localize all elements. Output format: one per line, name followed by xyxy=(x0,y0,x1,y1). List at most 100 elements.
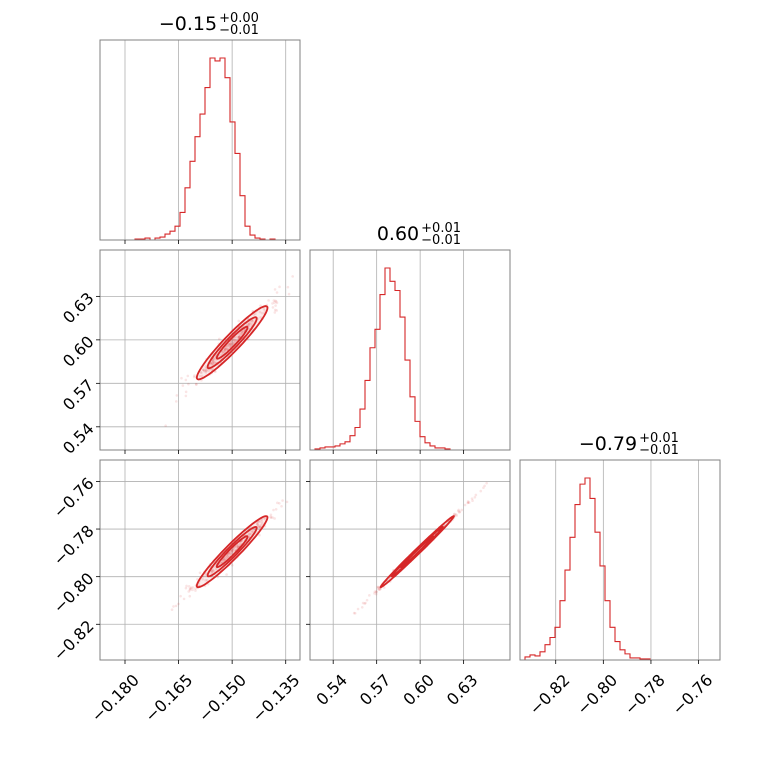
sample-point xyxy=(240,332,243,336)
sample-point xyxy=(247,322,251,326)
sample-point xyxy=(273,311,277,314)
x-tick-label: −0.135 xyxy=(248,670,303,725)
sample-point xyxy=(278,285,281,289)
sample-point xyxy=(194,589,197,592)
sample-point xyxy=(352,611,356,615)
density-contour xyxy=(215,535,249,568)
sample-point xyxy=(211,568,214,572)
sample-point xyxy=(373,592,376,595)
text-layer: −0.15 +0.00−0.010.60 +0.01−0.01−0.79 +0.01−… xyxy=(50,11,717,726)
y-tick-label: −0.76 xyxy=(50,474,98,522)
sample-point xyxy=(374,590,378,593)
sample-point xyxy=(249,532,253,536)
y-tick-label: 0.57 xyxy=(59,376,98,415)
sample-point xyxy=(195,383,198,386)
sample-point xyxy=(454,513,458,516)
x-tick-label: 0.54 xyxy=(312,670,351,709)
sample-point xyxy=(204,578,207,582)
sample-point xyxy=(188,588,192,592)
sample-point xyxy=(211,358,215,362)
sample-point xyxy=(227,344,231,347)
sample-point xyxy=(247,533,251,536)
sample-point xyxy=(196,577,199,581)
sample-point xyxy=(226,347,229,351)
sample-point xyxy=(204,365,208,368)
sample-point xyxy=(274,299,277,303)
sample-point xyxy=(237,319,241,323)
sample-point xyxy=(211,362,215,365)
sample-point xyxy=(222,559,226,562)
sample-point xyxy=(259,525,262,529)
sample-point xyxy=(209,361,213,365)
sample-point xyxy=(365,598,369,602)
density-contour xyxy=(206,316,258,370)
sample-point xyxy=(179,594,182,598)
grid-layer xyxy=(100,40,699,660)
sample-point xyxy=(188,594,192,598)
sample-point xyxy=(182,597,186,601)
sample-point xyxy=(230,549,234,553)
hist-panel-frame xyxy=(519,459,721,661)
sample-point xyxy=(222,557,226,561)
sample-point xyxy=(228,345,232,349)
sample-point xyxy=(217,337,221,341)
sample-point xyxy=(457,508,460,512)
sample-point xyxy=(287,292,291,296)
scatter-panel-frame xyxy=(309,459,511,661)
sample-point xyxy=(205,368,208,372)
sample-point xyxy=(251,320,255,323)
scatter-group xyxy=(352,481,488,615)
sample-point xyxy=(211,362,214,365)
sample-point xyxy=(457,511,461,514)
sample-point xyxy=(229,342,233,346)
sample-point xyxy=(204,573,207,576)
sample-point xyxy=(184,586,188,590)
sample-point xyxy=(252,313,256,316)
sample-point xyxy=(274,304,277,307)
title-median: 0.60 xyxy=(377,223,419,245)
sample-point xyxy=(204,370,208,374)
x-tick-label: −0.150 xyxy=(195,670,250,725)
sample-point xyxy=(223,349,226,352)
sample-point xyxy=(237,545,240,548)
sample-point xyxy=(376,585,380,589)
x-tick-label: 0.63 xyxy=(443,670,482,709)
sample-point xyxy=(247,535,251,539)
hist-panel-frame xyxy=(99,39,301,241)
sample-point xyxy=(256,524,260,527)
x-tick-label: −0.80 xyxy=(573,670,621,718)
sample-point xyxy=(226,344,230,348)
sample-point xyxy=(199,371,202,374)
sample-point xyxy=(222,557,226,561)
sample-point xyxy=(189,586,193,590)
sample-point xyxy=(258,310,262,314)
title-plus: +0.01 xyxy=(421,221,461,236)
sample-point xyxy=(191,588,194,592)
sample-point xyxy=(213,360,216,364)
sample-point xyxy=(463,503,467,507)
sample-point xyxy=(237,336,241,339)
sample-point xyxy=(275,291,279,294)
sample-point xyxy=(224,347,228,351)
sample-point xyxy=(247,322,251,326)
sample-point xyxy=(238,335,241,338)
sample-point xyxy=(274,300,278,303)
sample-point xyxy=(210,569,214,572)
sample-point xyxy=(374,592,378,596)
sample-point xyxy=(231,563,234,567)
sample-point xyxy=(378,587,381,591)
sample-point xyxy=(177,602,180,606)
sample-point xyxy=(273,308,277,312)
histogram-step-line xyxy=(520,477,720,661)
sample-point xyxy=(272,299,276,302)
x-tick-label: −0.76 xyxy=(668,670,716,718)
title-minus: −0.01 xyxy=(421,233,461,248)
sample-point xyxy=(204,369,208,373)
sample-point xyxy=(460,508,464,512)
sample-point xyxy=(223,347,227,351)
density-contour xyxy=(195,515,269,589)
sample-point xyxy=(238,542,242,546)
sample-point xyxy=(221,350,225,354)
sample-point xyxy=(235,544,239,548)
